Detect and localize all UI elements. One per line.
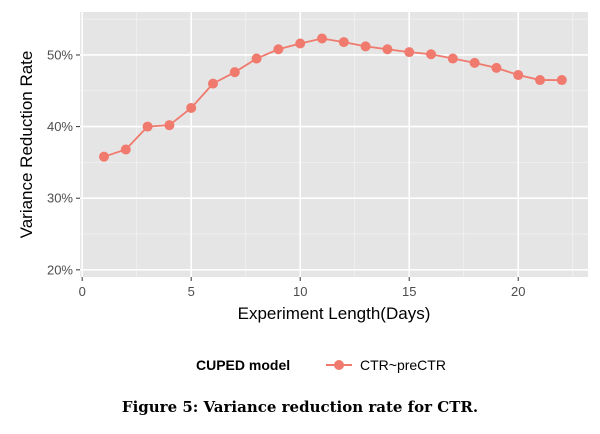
data-point [142, 121, 153, 132]
data-point [513, 70, 524, 81]
y-tick-label: 40% [47, 119, 73, 134]
series-line [103, 37, 562, 158]
data-point [186, 102, 197, 113]
major-gridlines [80, 12, 588, 277]
data-point [447, 53, 458, 64]
data-point [382, 44, 393, 55]
x-tick-label: 5 [188, 284, 195, 299]
legend: CUPED model CTR~preCTR [196, 357, 446, 373]
y-axis: 20% 30% 40% 50% [47, 47, 80, 277]
data-point [535, 75, 546, 86]
legend-marker [334, 360, 344, 370]
legend-label-ctr-prectr: CTR~preCTR [360, 357, 446, 373]
y-tick-label: 20% [47, 262, 73, 277]
x-axis-title: Experiment Length(Days) [238, 304, 431, 323]
data-point [251, 53, 262, 64]
minor-gridlines [80, 12, 588, 277]
data-point [164, 120, 175, 131]
x-tick-label: 20 [511, 284, 525, 299]
data-point [469, 57, 480, 68]
x-axis: 0 5 10 15 20 [79, 277, 525, 299]
legend-title: CUPED model [196, 357, 290, 373]
data-point [426, 49, 437, 60]
data-point [120, 144, 131, 155]
data-point [98, 151, 109, 162]
series-layer [98, 33, 567, 162]
y-tick-label: 30% [47, 191, 73, 206]
data-point [229, 67, 240, 78]
y-tick-label: 50% [47, 47, 73, 62]
data-point [556, 75, 567, 86]
data-point [491, 62, 502, 73]
data-point [273, 44, 284, 55]
data-point [404, 47, 415, 58]
data-point [295, 38, 306, 49]
data-point [338, 37, 349, 48]
data-point [317, 33, 328, 44]
x-tick-label: 10 [293, 284, 307, 299]
plot-panel [80, 12, 588, 277]
x-tick-label: 15 [402, 284, 416, 299]
figure-caption: Figure 5: Variance reduction rate for CT… [121, 398, 479, 416]
y-axis-title: Variance Reduction Rate [17, 51, 36, 239]
x-tick-label: 0 [79, 284, 86, 299]
line-chart: 20% 30% 40% 50% 0 5 10 15 20 Experiment Length(… [17, 12, 588, 373]
data-point [207, 78, 218, 89]
data-point [360, 41, 371, 52]
